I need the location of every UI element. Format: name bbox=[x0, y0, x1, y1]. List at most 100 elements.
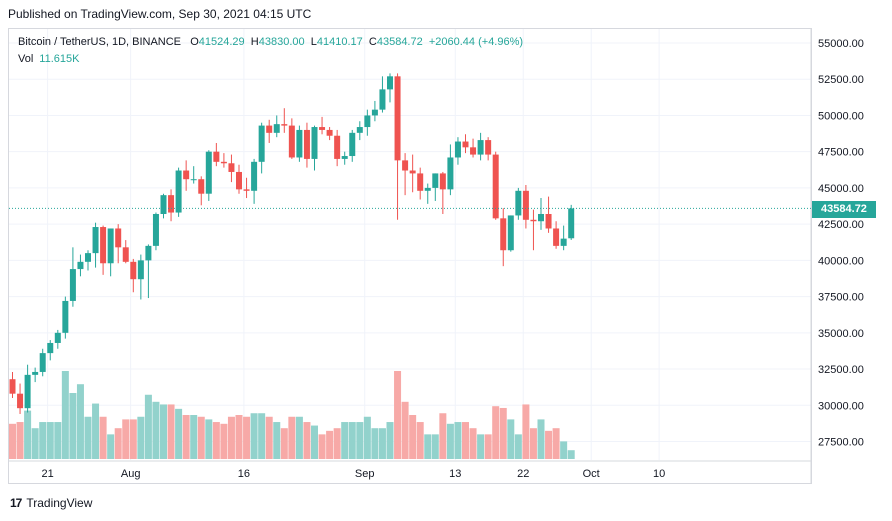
candle-body bbox=[130, 261, 137, 280]
volume-bar bbox=[61, 371, 69, 459]
volume-bar bbox=[348, 422, 356, 459]
volume-bar bbox=[46, 422, 54, 459]
volume-bar bbox=[92, 403, 100, 459]
volume-bar bbox=[114, 428, 122, 459]
open-label: O bbox=[190, 36, 199, 48]
volume-bar bbox=[243, 416, 251, 459]
volume-bar bbox=[197, 416, 205, 459]
volume-bar bbox=[167, 404, 175, 459]
volume-bar bbox=[529, 428, 537, 459]
volume-bar bbox=[31, 428, 39, 459]
candle-body bbox=[356, 127, 363, 133]
candle-body bbox=[198, 179, 205, 194]
candle-body bbox=[39, 353, 46, 372]
candle-body bbox=[417, 173, 424, 191]
volume-bar bbox=[258, 413, 266, 459]
volume-bar bbox=[401, 401, 409, 459]
volume-bar bbox=[484, 434, 492, 459]
published-note: Published on TradingView.com, Sep 30, 20… bbox=[8, 7, 312, 21]
volume-bar bbox=[311, 425, 318, 459]
candle-body bbox=[296, 129, 303, 158]
volume-bar bbox=[446, 423, 454, 459]
x-tick-label: Oct bbox=[583, 468, 600, 480]
volume-bar bbox=[122, 419, 130, 459]
candle-body bbox=[213, 151, 220, 162]
candle-body bbox=[424, 187, 431, 191]
candle-body bbox=[522, 190, 529, 220]
volume-bar bbox=[212, 422, 220, 459]
candle-body bbox=[319, 127, 326, 130]
volume-bar bbox=[137, 416, 145, 459]
candle-body bbox=[530, 219, 537, 222]
grid-lines bbox=[8, 28, 812, 484]
volume-bar bbox=[560, 441, 568, 459]
volume-bar bbox=[190, 415, 198, 459]
volume-bar bbox=[220, 423, 228, 459]
volume-bar bbox=[205, 419, 213, 459]
candle-body bbox=[62, 300, 69, 333]
candle-body bbox=[273, 124, 280, 133]
volume-bar bbox=[378, 428, 386, 459]
volume-bar bbox=[175, 408, 183, 459]
candle-body bbox=[54, 332, 61, 343]
last-price-tag: 43584.72 bbox=[812, 201, 876, 218]
candle-body bbox=[236, 171, 242, 190]
candle-body bbox=[205, 151, 212, 194]
volume-bar bbox=[107, 434, 115, 459]
volume-bar bbox=[24, 410, 32, 459]
candle-body bbox=[349, 132, 356, 157]
volume-bar bbox=[514, 434, 522, 459]
x-tick-label: Aug bbox=[121, 468, 141, 480]
candle-body bbox=[560, 238, 567, 246]
volume-bar bbox=[39, 422, 47, 459]
volume-bar bbox=[84, 416, 92, 459]
high-label: H bbox=[250, 36, 259, 48]
volume-bar bbox=[235, 415, 243, 459]
volume-bar bbox=[129, 419, 137, 459]
candle-body bbox=[168, 195, 175, 213]
price-axis: 55000.00 52500.00 50000.00 47500.00 45000.00… bbox=[818, 38, 864, 449]
volume-bar bbox=[462, 422, 469, 459]
candle-body bbox=[409, 170, 416, 174]
candle-body bbox=[85, 253, 91, 262]
candle-body bbox=[303, 129, 310, 159]
candle-body bbox=[470, 147, 477, 155]
y-tick-label: 37500.00 bbox=[818, 292, 864, 304]
volume-legend: Vol 11.615K bbox=[18, 53, 79, 65]
candle-body bbox=[454, 141, 461, 158]
volume-bar bbox=[288, 416, 296, 459]
candle-body bbox=[394, 76, 401, 161]
candle-body bbox=[115, 228, 122, 248]
volume-bar bbox=[537, 419, 545, 459]
candle-body bbox=[492, 154, 499, 219]
volume-bar bbox=[152, 401, 160, 459]
footer-brand[interactable]: 17 TradingView bbox=[10, 496, 92, 510]
candle-body bbox=[145, 245, 152, 261]
candle-body bbox=[326, 129, 333, 136]
volume-bar bbox=[273, 422, 281, 459]
candle-body bbox=[432, 173, 439, 188]
volume-bar bbox=[341, 422, 349, 459]
volume-bar bbox=[295, 416, 303, 459]
candle-body bbox=[439, 173, 446, 190]
candle-body bbox=[107, 228, 114, 264]
volume-bar bbox=[363, 416, 371, 459]
volume-bar bbox=[454, 422, 462, 459]
volume-bar bbox=[394, 371, 402, 459]
change-value: +2060.44 (+4.96%) bbox=[428, 36, 524, 48]
candle-body bbox=[100, 227, 107, 264]
volume-bar bbox=[9, 423, 16, 459]
candle-body bbox=[568, 208, 575, 239]
close-label: C bbox=[368, 36, 377, 48]
volume-bar bbox=[567, 450, 575, 459]
candle-body bbox=[175, 170, 182, 213]
volume-bar bbox=[386, 422, 394, 459]
low-label: L bbox=[310, 36, 317, 48]
volume-bar bbox=[356, 422, 364, 459]
volume-bar bbox=[326, 430, 334, 459]
volume-bar bbox=[250, 413, 258, 459]
volume-bar bbox=[439, 413, 447, 459]
open-value: 41524.29 bbox=[198, 36, 245, 48]
y-tick-label: 50000.00 bbox=[818, 110, 864, 122]
